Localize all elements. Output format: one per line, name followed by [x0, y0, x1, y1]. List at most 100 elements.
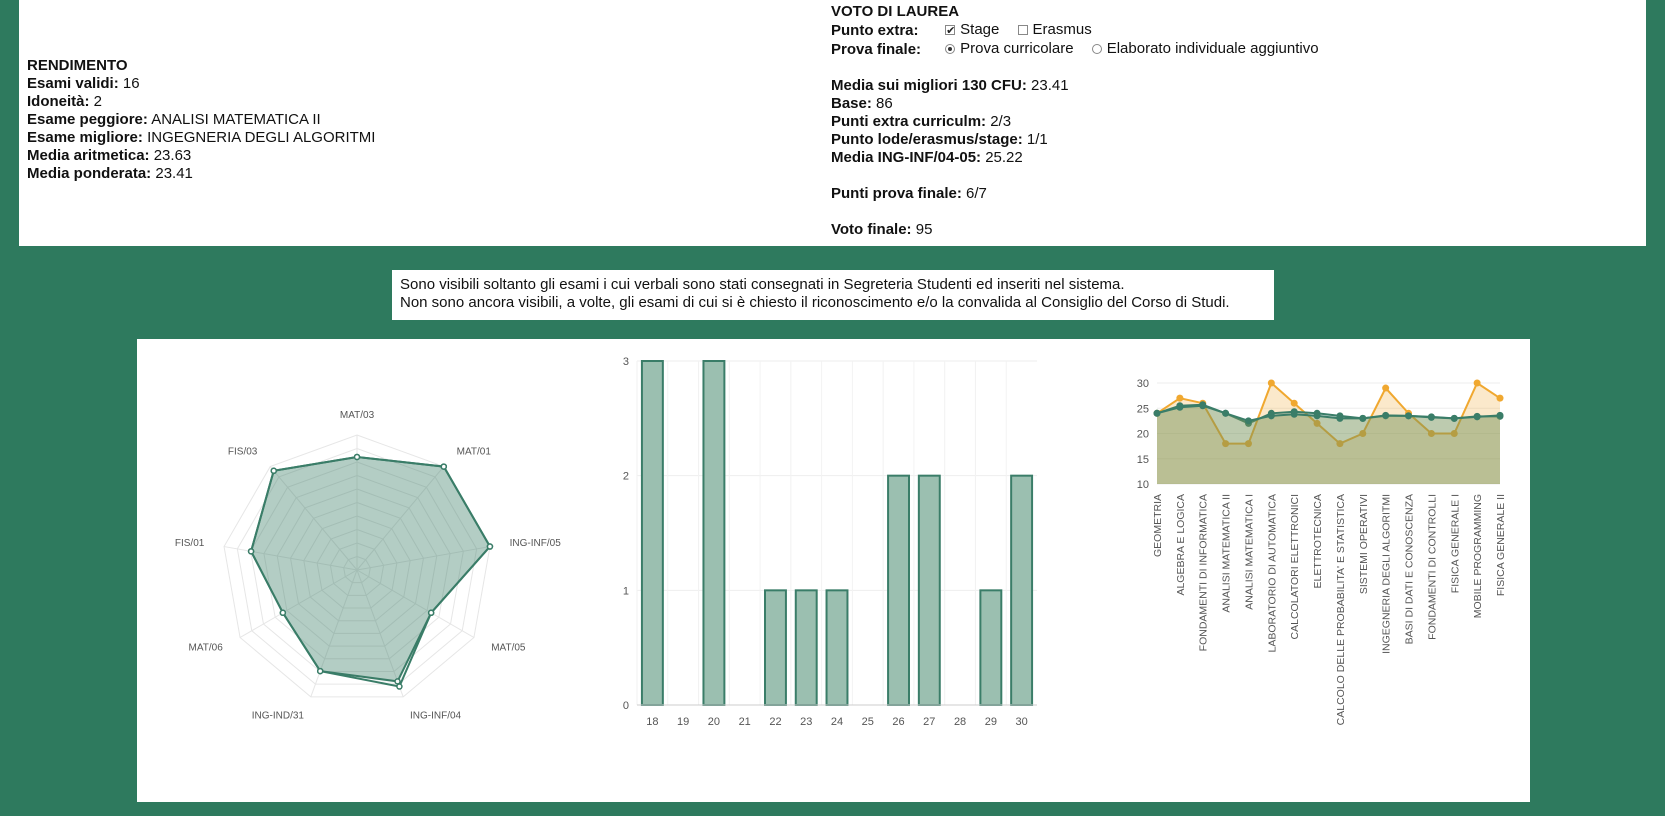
line-point — [1427, 430, 1435, 437]
line-point — [1290, 410, 1298, 418]
line-y-tick: 25 — [1137, 403, 1149, 415]
line-series-area — [1157, 404, 1500, 484]
bar-27 — [917, 474, 941, 706]
voto-finale-value: 95 — [915, 221, 933, 238]
stage-label: Stage — [960, 21, 1000, 38]
radar-axis-line — [310, 569, 358, 698]
bar-x-tick: 21 — [739, 716, 751, 728]
radar-axis-label: ING-IND/31 — [252, 711, 305, 722]
line-point — [1382, 411, 1390, 419]
line-x-tick: FONDAMENTI DI INFORMATICA — [1198, 494, 1210, 651]
radar-axis-label: MAT/03 — [340, 410, 375, 421]
stage-checkbox[interactable] — [945, 22, 955, 40]
punto-extra-row: Punto extra: Stage Erasmus — [831, 21, 1333, 40]
line-series — [1156, 404, 1501, 422]
line-point — [1336, 440, 1344, 448]
radar-axis-label: FIS/01 — [175, 538, 205, 549]
line-point — [1176, 403, 1184, 411]
bar-x-tick: 20 — [708, 716, 720, 728]
radar-axis-line — [356, 466, 445, 571]
bar-24 — [825, 589, 849, 706]
line-point — [1427, 413, 1435, 421]
bar-y-tick: 0 — [623, 700, 629, 712]
line-x-tick: ANALISI MATEMATICA II — [1221, 494, 1233, 613]
voto-laurea-section: VOTO DI LAUREA Punto extra: Stage Erasmu… — [831, 3, 1333, 239]
bar-y-tick: 1 — [623, 585, 629, 597]
radar-point — [427, 609, 435, 617]
prova-curricolare-radio[interactable] — [945, 44, 956, 54]
radar-axis-line — [239, 569, 358, 638]
bar-x-tick: 22 — [769, 716, 781, 728]
line-point — [1267, 379, 1275, 387]
radar-axis-label: ING-INF/04 — [410, 711, 462, 722]
punti-prova-row: Punti prova finale: 6/7 — [831, 185, 987, 202]
bar-18 — [640, 360, 664, 706]
line-x-tick: GEOMETRIA — [1152, 494, 1164, 557]
punto-lode-row: Punto lode/erasmus/stage: 1/1 — [831, 131, 1048, 148]
line-point — [1336, 414, 1344, 422]
radar-axis-label: MAT/06 — [188, 643, 223, 654]
stage-option[interactable]: Stage — [945, 21, 1000, 40]
radar-point — [440, 463, 448, 470]
radar-axis-line — [356, 569, 475, 638]
line-y-tick: 20 — [1137, 429, 1149, 441]
bar-22 — [764, 589, 787, 706]
radar-point — [270, 467, 278, 475]
voto-title: VOTO DI LAUREA — [831, 3, 960, 20]
line-point — [1313, 419, 1321, 427]
radar-point — [247, 548, 255, 555]
elaborato-option[interactable]: Elaborato individuale aggiuntivo — [1091, 40, 1319, 58]
prova-finale-label: Prova finale: — [831, 41, 922, 58]
erasmus-option[interactable]: Erasmus — [1017, 21, 1092, 39]
radar-point — [353, 453, 361, 461]
bar-20 — [702, 360, 726, 706]
media-ponderata-row: Media ponderata: 23.41 — [27, 165, 193, 182]
radar-grid-ring — [316, 528, 398, 609]
bar-x-tick: 29 — [985, 716, 997, 728]
prova-curricolare-option[interactable]: Prova curricolare — [945, 40, 1074, 58]
line-point — [1450, 430, 1458, 437]
esame-peggiore-value: ANALISI MATEMATICA II — [151, 111, 321, 128]
radar-axis-label: MAT/05 — [491, 643, 526, 654]
radar-axis-line — [269, 466, 358, 571]
bar-y-tick: 3 — [623, 356, 629, 368]
line-x-tick: FONDAMENTI DI CONTROLLI — [1426, 494, 1438, 640]
line-point — [1153, 409, 1161, 417]
line-x-tick: LABORATORIO DI AUTOMATICA — [1266, 494, 1278, 653]
line-point — [1222, 440, 1230, 448]
bar-x-tick: 28 — [954, 716, 966, 728]
bar-23 — [794, 589, 818, 706]
line-x-tick: INGEGNERIA DEGLI ALGORITMI — [1381, 494, 1393, 654]
rendimento-section: RENDIMENTO Esami validi: 16 Idoneità: 2 … — [27, 57, 375, 183]
line-point — [1473, 413, 1481, 421]
radar-grid-ring — [236, 447, 478, 685]
radar-point — [316, 667, 324, 675]
media-130-row: Media sui migliori 130 CFU: 23.41 — [831, 77, 1069, 94]
media-ponderata-value: 23.41 — [155, 165, 193, 182]
esami-validi-row: Esami validi: 16 — [27, 75, 140, 92]
line-x-tick: FISICA GENERALE I — [1449, 494, 1461, 593]
bar-y-tick: 2 — [623, 471, 629, 483]
line-x-tick: ANALISI MATEMATICA I — [1243, 494, 1255, 610]
radar-axis-label: FIS/03 — [228, 446, 258, 457]
line-x-tick: ALGEBRA E LOGICA — [1175, 494, 1187, 596]
punti-extra-value: 2/3 — [990, 113, 1012, 130]
bar-x-tick: 30 — [1015, 716, 1027, 728]
line-point — [1496, 394, 1504, 402]
esami-validi-value: 16 — [122, 75, 140, 92]
exam-line-chart: 10 15 20 25 30 GEOMETRIA ALGEBRA E LOGICA FONDA… — [1137, 378, 1507, 725]
line-x-tick: BASI DI DATI E CONOSCENZA — [1404, 494, 1416, 644]
radar-grid-ring — [290, 501, 424, 634]
voto-finale-row: Voto finale: 95 — [831, 221, 933, 238]
elaborato-radio[interactable] — [1091, 44, 1102, 54]
erasmus-checkbox[interactable] — [1017, 25, 1028, 35]
radar-grid-ring — [303, 515, 411, 622]
radar-point — [396, 683, 403, 690]
radar-grid-ring — [329, 542, 385, 596]
media-130-value: 23.41 — [1031, 77, 1069, 94]
line-point — [1222, 409, 1230, 417]
line-x-tick: SISTEMI OPERATIVI — [1358, 494, 1370, 594]
bar-30 — [1010, 474, 1034, 706]
bar-x-tick: 27 — [923, 716, 935, 728]
